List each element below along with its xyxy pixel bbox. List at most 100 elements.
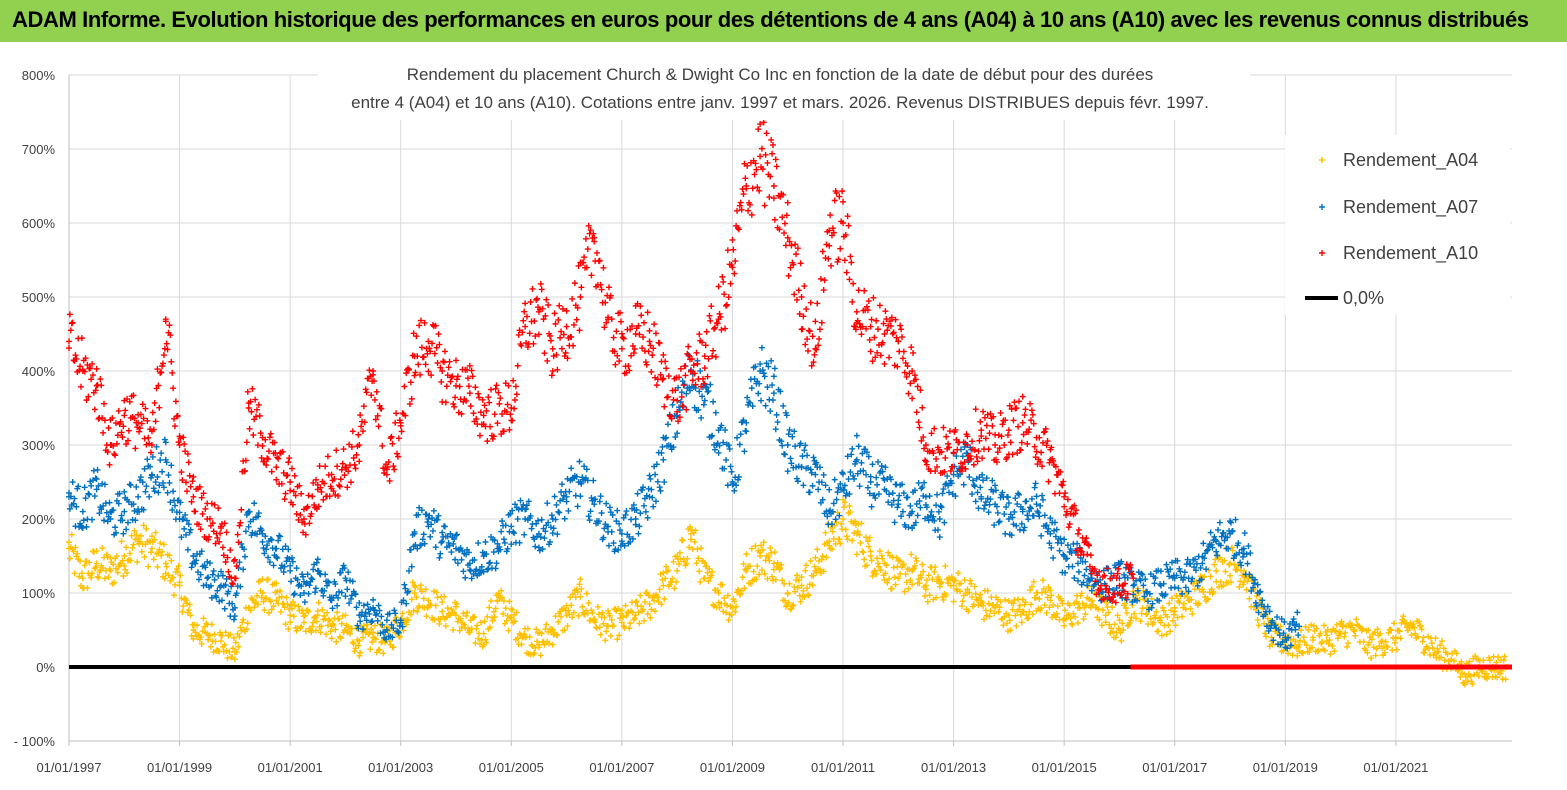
data-point <box>1410 620 1417 627</box>
data-point <box>133 483 140 490</box>
data-point <box>80 517 87 524</box>
data-point <box>347 630 354 637</box>
data-point <box>745 207 752 214</box>
data-point <box>310 619 317 626</box>
data-point <box>867 348 874 355</box>
data-point <box>570 609 577 616</box>
data-point <box>287 619 294 626</box>
data-point <box>652 330 659 337</box>
data-point <box>758 397 765 404</box>
data-point <box>452 394 459 401</box>
data-point <box>497 395 504 402</box>
data-point <box>1419 638 1426 645</box>
data-point <box>546 640 553 647</box>
data-point <box>687 523 694 530</box>
data-point <box>1215 526 1222 533</box>
data-point <box>574 588 581 595</box>
data-point <box>720 608 727 615</box>
data-point <box>532 644 539 651</box>
data-point <box>1372 652 1379 659</box>
data-point <box>878 552 885 559</box>
data-point <box>1004 494 1011 501</box>
data-point <box>1193 578 1200 585</box>
data-point <box>740 560 747 567</box>
data-point <box>240 566 247 573</box>
data-point <box>420 531 427 538</box>
data-point <box>1374 626 1381 633</box>
data-point <box>170 385 177 392</box>
data-point <box>211 576 218 583</box>
data-point <box>68 320 75 327</box>
data-point <box>330 622 337 629</box>
data-point <box>1045 584 1052 591</box>
data-point <box>849 298 856 305</box>
data-point <box>534 638 541 645</box>
data-point <box>817 275 824 282</box>
data-point <box>590 477 597 484</box>
data-point <box>341 472 348 479</box>
data-point <box>700 575 707 582</box>
data-point <box>543 621 550 628</box>
data-point <box>457 615 464 622</box>
data-point <box>1088 598 1095 605</box>
y-tick-label: 0% <box>36 660 55 675</box>
data-point <box>430 588 437 595</box>
data-point <box>975 505 982 512</box>
data-point <box>1115 625 1122 632</box>
data-point <box>309 623 316 630</box>
data-point <box>796 592 803 599</box>
data-point <box>650 503 657 510</box>
data-point <box>482 538 489 545</box>
data-point <box>1025 516 1032 523</box>
data-point <box>207 643 214 650</box>
data-point <box>919 404 926 411</box>
data-point <box>314 556 321 563</box>
data-point <box>898 326 905 333</box>
data-point <box>565 507 572 514</box>
data-point <box>818 556 825 563</box>
y-tick-label: 600% <box>22 216 56 231</box>
data-point <box>597 631 604 638</box>
data-point <box>223 529 230 536</box>
data-point <box>1075 526 1082 533</box>
data-point <box>397 422 404 429</box>
data-point <box>114 569 121 576</box>
data-point <box>544 357 551 364</box>
data-point <box>1221 557 1228 564</box>
data-point <box>1038 532 1045 539</box>
data-point <box>1155 628 1162 635</box>
data-point <box>453 382 460 389</box>
data-point <box>734 207 741 214</box>
data-point <box>645 348 652 355</box>
data-point <box>233 648 240 655</box>
data-point <box>332 626 339 633</box>
data-point <box>772 156 779 163</box>
data-point <box>840 516 847 522</box>
data-point <box>618 345 625 352</box>
chart-title-line-1: Rendement du placement Church & Dwight C… <box>407 65 1154 84</box>
data-point <box>716 310 723 317</box>
data-point <box>838 520 845 527</box>
data-point <box>658 601 665 608</box>
data-point <box>1226 561 1233 568</box>
data-point <box>706 565 713 572</box>
data-point <box>679 537 686 544</box>
data-point <box>914 512 921 519</box>
data-point <box>947 582 954 589</box>
data-point <box>852 518 859 525</box>
data-point <box>206 632 213 639</box>
data-point <box>234 531 241 538</box>
data-point <box>789 603 796 610</box>
data-point <box>474 622 481 629</box>
data-point <box>1390 634 1397 641</box>
data-point <box>1244 560 1251 567</box>
data-point <box>843 269 850 276</box>
data-point <box>697 367 704 374</box>
data-point <box>858 459 865 466</box>
data-point <box>143 525 150 532</box>
data-point <box>435 331 442 338</box>
data-point <box>118 429 125 436</box>
data-point <box>731 598 738 605</box>
data-point <box>1310 622 1317 629</box>
data-point <box>415 361 422 368</box>
